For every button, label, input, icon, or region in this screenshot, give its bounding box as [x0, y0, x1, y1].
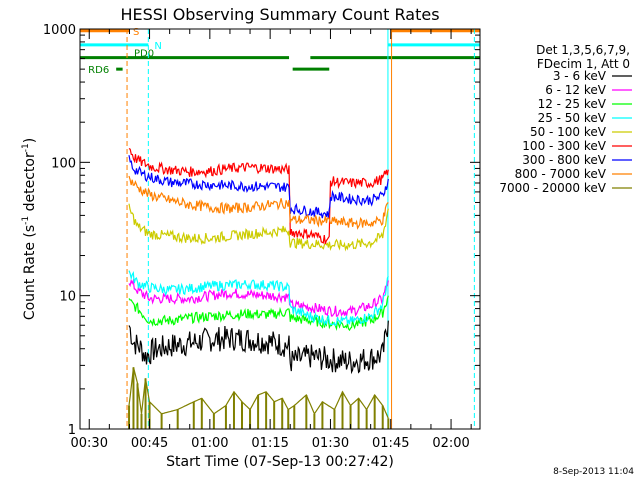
legend-header: Det 1,3,5,6,7,9, [536, 43, 630, 57]
flag-label: RD6 [88, 65, 109, 76]
flag-label: S [133, 27, 139, 38]
legend-entry: 50 - 100 keV [530, 125, 607, 139]
series-line [128, 148, 389, 245]
vertical-markers [126, 29, 475, 429]
y-tick-label: 100 [51, 156, 76, 171]
x-tick-label: 02:00 [432, 436, 469, 451]
y-axis-label: Count Rate (s-1 detector-1) [21, 138, 38, 320]
flag-label: PD0 [134, 49, 154, 60]
x-tick-label: 01:45 [372, 436, 409, 451]
series-lines [128, 148, 390, 429]
legend-entry: 6 - 12 keV [545, 83, 607, 97]
legend-entry: 7000 - 20000 keV [499, 181, 606, 195]
series-line [128, 320, 389, 375]
timestamp: 8-Sep-2013 11:04 [553, 467, 634, 477]
legend-entry: 12 - 25 keV [538, 97, 607, 111]
legend: Det 1,3,5,6,7,9,FDecim 1, Att 03 - 6 keV… [499, 43, 632, 195]
legend-header: FDecim 1, Att 0 [537, 57, 630, 71]
y-axis: 1 10 100 1000 [43, 23, 480, 438]
plot-frame [79, 28, 481, 430]
x-tick-label: 01:30 [312, 436, 349, 451]
legend-entry: 100 - 300 keV [522, 139, 606, 153]
y-tick-label: 1000 [43, 23, 76, 38]
y-tick-label: 10 [59, 290, 76, 305]
x-axis-label: Start Time (07-Sep-13 00:27:42) [166, 454, 394, 470]
series-line [128, 203, 389, 252]
x-tick-label: 01:15 [251, 436, 288, 451]
y-tick-label: 1 [68, 423, 76, 438]
series-line [128, 270, 389, 327]
legend-entry: 3 - 6 keV [553, 69, 607, 83]
x-tick-label: 01:00 [191, 436, 228, 451]
legend-entry: 800 - 7000 keV [515, 167, 607, 181]
chart-title: HESSI Observing Summary Count Rates [120, 5, 439, 24]
x-tick-label: 00:45 [131, 436, 168, 451]
series-line [128, 295, 389, 332]
flag-label: N [154, 41, 161, 52]
legend-entry: 25 - 50 keV [538, 111, 607, 125]
legend-entry: 300 - 800 keV [522, 153, 606, 167]
series-line [128, 175, 389, 230]
series-line [128, 367, 389, 419]
x-tick-label: 00:30 [71, 436, 108, 451]
series-line [128, 155, 389, 219]
series-line [128, 278, 389, 317]
x-axis: 00:30 00:45 01:00 01:15 01:30 01:45 02:00 [71, 29, 472, 451]
